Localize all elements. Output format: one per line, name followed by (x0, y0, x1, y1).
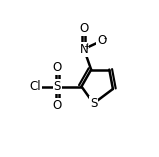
Text: O: O (79, 22, 89, 35)
Text: O: O (53, 61, 62, 74)
Text: S: S (90, 97, 97, 110)
Text: Cl: Cl (30, 80, 41, 93)
Text: +: + (83, 42, 90, 51)
Text: S: S (54, 80, 61, 93)
Text: -: - (103, 34, 106, 43)
Text: O: O (53, 99, 62, 112)
Text: N: N (80, 43, 88, 56)
Text: O: O (97, 34, 107, 47)
